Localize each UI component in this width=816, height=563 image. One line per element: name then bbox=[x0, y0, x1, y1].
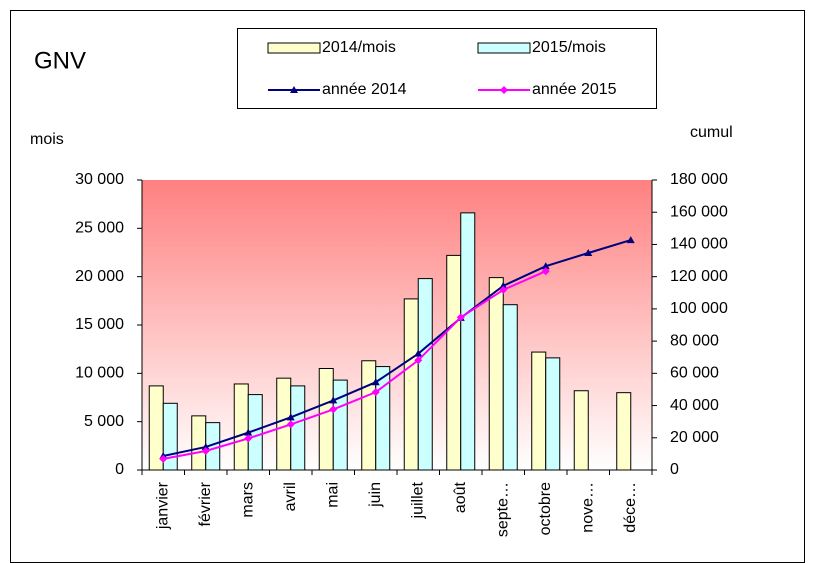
y2-tick-label: 100 000 bbox=[670, 300, 728, 317]
line-marker bbox=[456, 313, 465, 322]
bar bbox=[318, 368, 334, 471]
y2-tick-label: 140 000 bbox=[670, 236, 728, 253]
line bbox=[163, 270, 547, 460]
line-marker bbox=[584, 248, 593, 256]
line-marker bbox=[201, 446, 210, 455]
line-marker bbox=[244, 428, 253, 436]
x-tick-label: février bbox=[197, 481, 214, 526]
bar bbox=[191, 415, 207, 471]
y2-tick-label: 40 000 bbox=[670, 397, 719, 414]
x-tick-label: mars bbox=[239, 482, 256, 518]
legend-swatch bbox=[267, 42, 321, 54]
y2-tick-label: 80 000 bbox=[670, 332, 719, 349]
y-axis-label: mois bbox=[30, 131, 64, 148]
line-marker bbox=[626, 236, 635, 244]
bar bbox=[545, 357, 561, 471]
legend bbox=[237, 28, 657, 109]
y-tick-label: 5 000 bbox=[84, 413, 124, 430]
bar bbox=[332, 379, 348, 471]
bar bbox=[403, 298, 419, 471]
y2-tick-label: 20 000 bbox=[670, 429, 719, 446]
x-tick-label: déce… bbox=[622, 482, 639, 533]
legend-label: 2014/mois bbox=[322, 39, 396, 56]
bar bbox=[573, 390, 589, 471]
legend-label: année 2014 bbox=[322, 81, 407, 98]
x-tick-label: janvier bbox=[154, 481, 171, 530]
bar bbox=[488, 277, 504, 471]
line-marker bbox=[286, 420, 295, 429]
y-tick-label: 15 000 bbox=[75, 316, 124, 333]
plot-area bbox=[142, 180, 652, 470]
x-tick-label: octobre bbox=[537, 482, 554, 535]
line-marker bbox=[414, 356, 423, 365]
x-tick-label: septe… bbox=[494, 482, 511, 537]
line-marker bbox=[290, 86, 298, 93]
y-tick-label: 30 000 bbox=[75, 171, 124, 188]
bar bbox=[290, 385, 306, 471]
line-marker bbox=[499, 281, 508, 289]
y-tick-label: 25 000 bbox=[75, 220, 124, 237]
line-marker bbox=[329, 405, 338, 414]
bar bbox=[417, 278, 433, 471]
y2-tick-label: 0 bbox=[670, 461, 679, 478]
y2-tick-label: 180 000 bbox=[670, 171, 728, 188]
line-marker bbox=[244, 434, 253, 443]
line-marker bbox=[329, 396, 338, 404]
x-tick-label: mai bbox=[324, 482, 341, 508]
legend-label: année 2015 bbox=[532, 81, 617, 98]
bar bbox=[616, 392, 632, 471]
chart-title: GNV bbox=[34, 47, 86, 74]
bar bbox=[233, 383, 249, 471]
line-marker bbox=[499, 285, 508, 294]
y-tick-label: 20 000 bbox=[75, 268, 124, 285]
line-marker bbox=[371, 378, 380, 386]
line bbox=[163, 239, 632, 457]
line-marker bbox=[500, 86, 508, 94]
x-tick-label: avril bbox=[282, 482, 299, 511]
line-marker bbox=[286, 413, 295, 421]
bar bbox=[531, 351, 547, 471]
x-tick-label: juillet bbox=[409, 481, 426, 519]
x-tick-label: juin bbox=[367, 482, 384, 508]
line-marker bbox=[541, 267, 550, 276]
line-marker bbox=[371, 388, 380, 397]
y2-tick-label: 60 000 bbox=[670, 365, 719, 382]
legend-swatch bbox=[477, 42, 531, 54]
line-marker bbox=[159, 454, 168, 463]
bar bbox=[460, 212, 476, 471]
x-tick-label: août bbox=[452, 481, 469, 513]
line-marker bbox=[414, 349, 423, 357]
bar bbox=[502, 304, 518, 471]
y2-tick-label: 160 000 bbox=[670, 203, 728, 220]
line-marker bbox=[541, 262, 550, 270]
bar bbox=[361, 360, 377, 471]
legend-label: 2015/mois bbox=[532, 39, 606, 56]
y-tick-label: 0 bbox=[115, 461, 124, 478]
line-marker bbox=[201, 442, 210, 450]
y2-axis-label: cumul bbox=[690, 124, 733, 141]
y-tick-label: 10 000 bbox=[75, 365, 124, 382]
x-tick-label: nove… bbox=[579, 482, 596, 533]
bar bbox=[446, 254, 462, 471]
y2-tick-label: 120 000 bbox=[670, 268, 728, 285]
